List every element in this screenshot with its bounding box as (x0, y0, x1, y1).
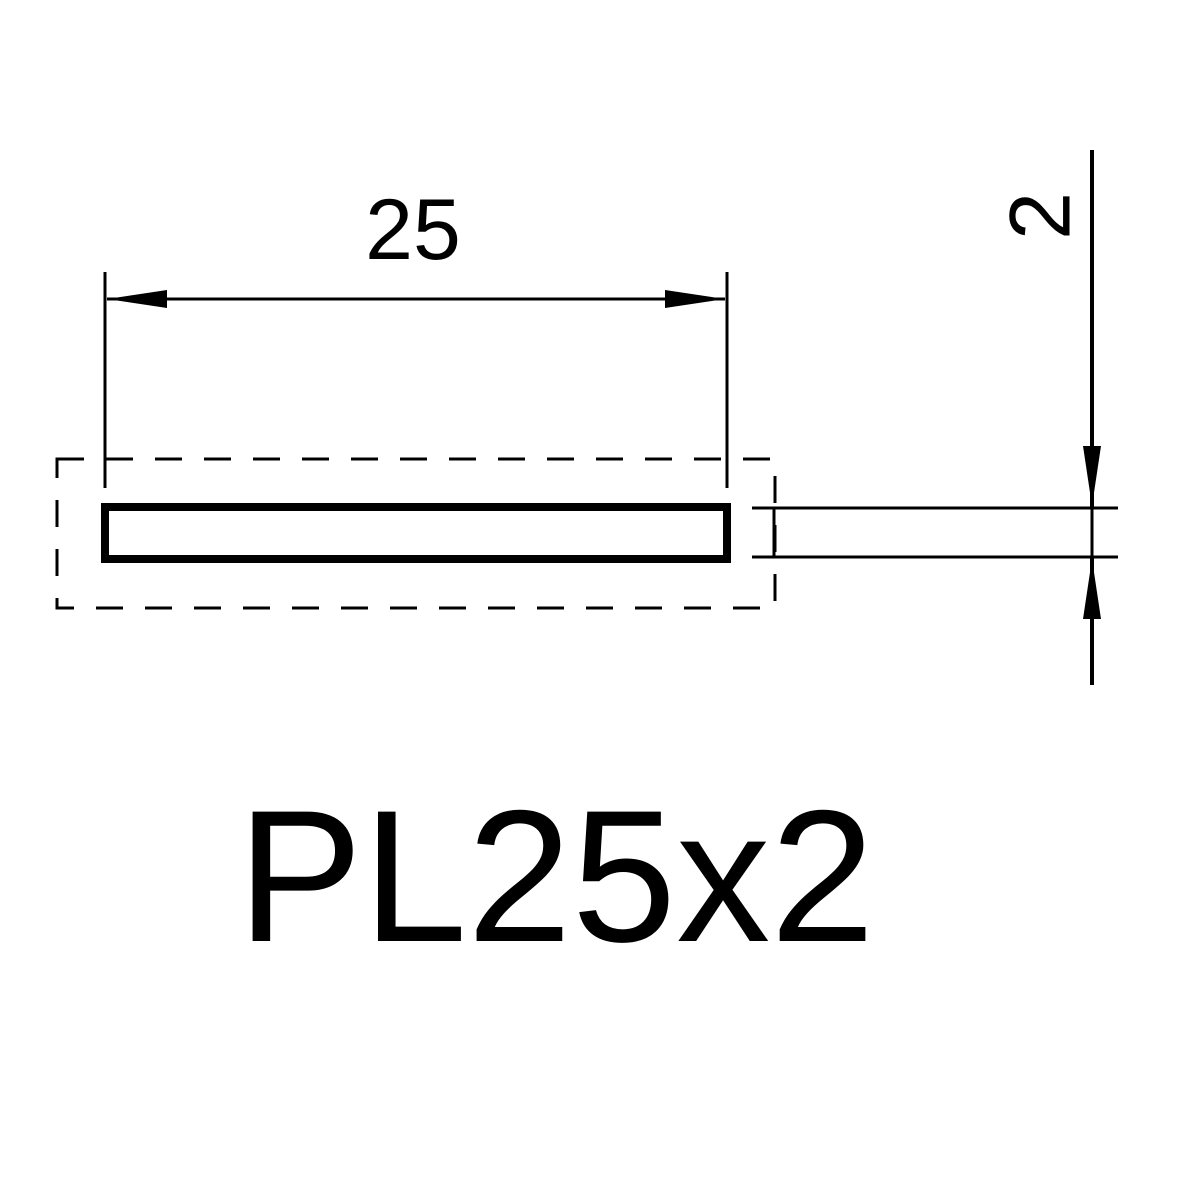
width-arrow-left (107, 290, 167, 308)
width-arrow-right (665, 290, 725, 308)
thickness-dimension-text: 2 (993, 192, 1089, 240)
thickness-arrow-bottom (1083, 559, 1101, 619)
section-label: PL25x2 (237, 771, 875, 981)
plate-section (101, 503, 731, 563)
dashed-envelope (55, 457, 777, 610)
thickness-arrow-top (1083, 446, 1101, 506)
width-dimension-text: 25 (365, 182, 461, 278)
